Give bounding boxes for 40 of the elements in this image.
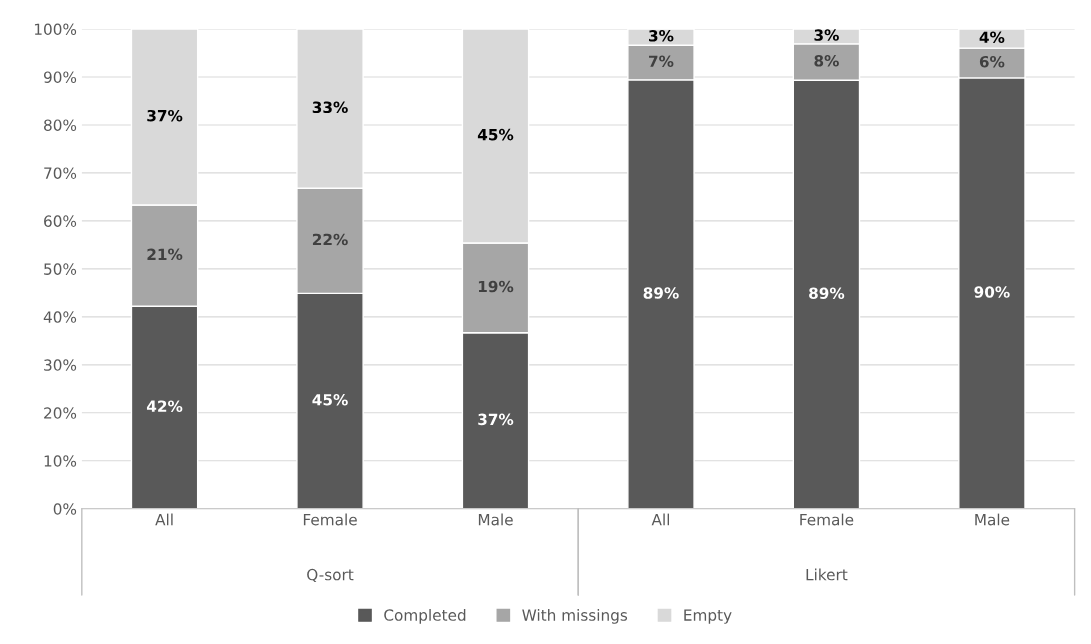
data-label: 6%: [979, 55, 1005, 68]
y-tick-label: 0%: [53, 503, 77, 515]
y-tick-label: 20%: [44, 407, 77, 419]
y-tick-label: 30%: [44, 359, 77, 371]
y-tick-label: 70%: [44, 167, 77, 179]
data-label: 42%: [146, 400, 183, 412]
legend-label: Empty: [684, 609, 732, 624]
data-label: 89%: [809, 287, 845, 299]
data-label: 3%: [814, 29, 839, 41]
data-label: 7%: [649, 55, 674, 67]
x-tick-label: Female: [303, 513, 357, 526]
y-tick-label: 60%: [44, 215, 77, 227]
legend-label: Completed: [384, 609, 466, 624]
data-label: 89%: [643, 287, 679, 299]
data-label: 22%: [312, 233, 348, 246]
legend-label: With missings: [522, 609, 628, 624]
data-label: 19%: [478, 280, 514, 293]
data-label: 8%: [814, 54, 839, 67]
data-label: 45%: [312, 393, 348, 406]
y-tick-label: 80%: [44, 119, 77, 131]
x-tick-label: Female: [800, 513, 854, 526]
data-label: 37%: [147, 109, 183, 122]
x-tick-label: All: [651, 513, 669, 526]
y-tick-label: 40%: [43, 311, 77, 323]
x-tick-label: All: [155, 513, 173, 526]
x-tick-label: Male: [975, 513, 1010, 526]
data-label: 45%: [477, 128, 514, 141]
data-label: 3%: [649, 30, 674, 42]
data-label: 33%: [312, 101, 348, 114]
y-tick-label: 10%: [44, 455, 77, 467]
x-tick-label: Male: [478, 513, 513, 526]
y-tick-label: 90%: [43, 71, 77, 83]
data-label: 90%: [974, 286, 1010, 298]
text: Likert: [806, 568, 848, 581]
y-tick-label: 50%: [44, 263, 77, 275]
text: Q-sort: [307, 568, 354, 583]
data-label: 4%: [979, 31, 1005, 44]
data-label: 21%: [147, 248, 183, 261]
data-label: 37%: [478, 413, 514, 426]
y-tick-label: 100%: [34, 23, 77, 35]
